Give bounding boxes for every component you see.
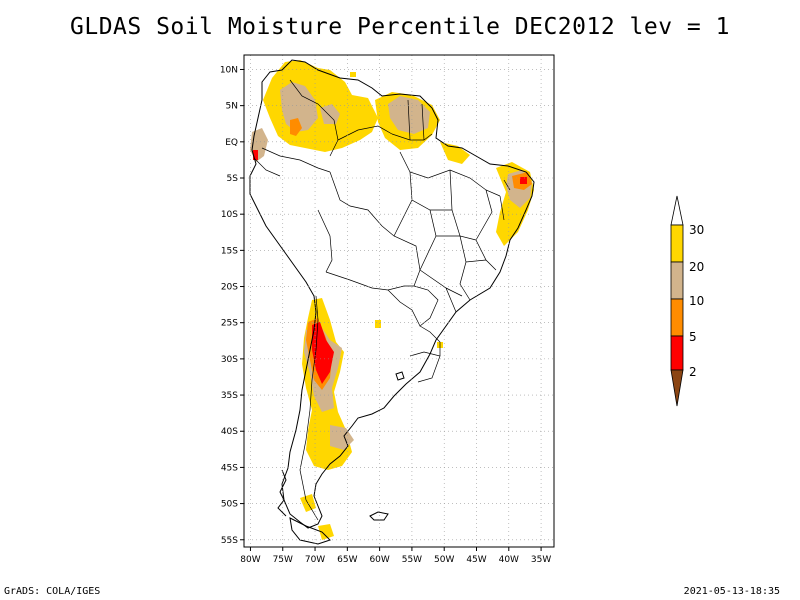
legend-above30 — [670, 195, 684, 226]
lat-tick-label: 30S — [221, 355, 238, 365]
border-argentina-brazil — [419, 325, 441, 356]
lat-tick-label: 10S — [221, 210, 238, 220]
patch-small-1 — [350, 72, 356, 77]
patch-ecuador-red — [253, 150, 258, 160]
lat-tick-label: 20S — [221, 283, 238, 293]
legend-band-5-10 — [670, 298, 684, 337]
lon-tick-label: 60W — [369, 555, 389, 565]
lon-tick-label: 50W — [434, 555, 454, 565]
country-borders — [253, 79, 511, 521]
border-colombia-venezuela — [289, 79, 339, 157]
lon-tick-label: 55W — [402, 555, 422, 565]
legend-below2 — [670, 369, 684, 407]
lat-tick-label: 15S — [221, 246, 238, 256]
lat-tick-label: 35S — [221, 391, 238, 401]
patch-colombia-orange — [290, 118, 302, 136]
patch-small-2 — [375, 320, 381, 328]
border-peru-bolivia — [317, 209, 333, 273]
lat-tick-label: 5S — [227, 174, 239, 184]
lat-tick-label: 45S — [221, 463, 238, 473]
chiloe-fjords — [277, 469, 287, 517]
map-title: GLDAS Soil Moisture Percentile DEC2012 l… — [70, 14, 730, 40]
patch-venezuela-yellow — [263, 60, 378, 152]
lat-tick-label: 10N — [220, 65, 238, 75]
patch-ne-brazil-red — [520, 177, 527, 184]
latitude-axis: 10N 5N EQ 5S 10S 15S 20S 25S 30S 35S 40S 45S 50S 55S — [220, 65, 244, 546]
border-bolivia-argentina — [325, 271, 414, 291]
footer-timestamp: 2021-05-13-18:35 — [683, 586, 780, 597]
lon-tick-label: 35W — [531, 555, 551, 565]
lon-tick-label: 40W — [499, 555, 519, 565]
lon-tick-label: 45W — [466, 555, 486, 565]
percentile-patches — [250, 60, 534, 540]
lake-region — [395, 371, 405, 381]
coastline — [249, 59, 535, 545]
legend-label-30: 30 — [689, 223, 704, 237]
legend-label-20: 20 — [689, 260, 704, 274]
border-ecuador-peru — [253, 157, 281, 177]
patch-andes-red — [312, 322, 334, 384]
footer-credit: GrADS: COLA/IGES — [4, 586, 101, 597]
border-bolivia-brazil — [381, 225, 421, 287]
border-brazil-venezuela — [337, 125, 393, 141]
lat-tick-label: 40S — [221, 427, 238, 437]
border-guianas — [391, 99, 433, 141]
lat-tick-label: 55S — [221, 536, 238, 546]
lat-tick-label: EQ — [225, 138, 238, 148]
border-brazil-peru — [329, 171, 383, 227]
lon-tick-label: 70W — [305, 555, 325, 565]
legend-label-2: 2 — [689, 365, 697, 379]
border-colombia-peru — [261, 147, 331, 173]
lon-tick-label: 65W — [337, 555, 357, 565]
lon-tick-label: 80W — [240, 555, 260, 565]
legend-band-20-30 — [670, 224, 684, 263]
lat-tick-label: 50S — [221, 500, 238, 510]
patch-tierra-yellow — [318, 524, 334, 540]
patch-colombia-tan — [280, 82, 318, 132]
legend-band-10-20 — [670, 261, 684, 300]
border-uruguay — [409, 351, 441, 383]
legend-label-10: 10 — [689, 294, 704, 308]
tierra-del-fuego — [289, 517, 331, 545]
plot-frame — [243, 54, 555, 548]
lon-tick-label: 75W — [273, 555, 293, 565]
falklands — [369, 511, 389, 521]
south-america-coastline — [249, 59, 535, 529]
lat-tick-label: 25S — [221, 319, 238, 329]
legend-label-5: 5 — [689, 330, 697, 344]
patch-para-yellow — [440, 142, 470, 164]
patch-venezuela-tan — [320, 104, 340, 124]
legend-band-2-5 — [670, 335, 684, 371]
border-chile-argentina — [299, 295, 319, 521]
border-brazil-states — [393, 151, 511, 313]
border-paraguay — [387, 285, 439, 327]
longitude-axis: 80W 75W 70W 65W 60W 55W 50W 45W 40W 35W — [240, 547, 551, 565]
colorbar-legend: 30 20 10 5 2 — [670, 195, 704, 407]
lat-tick-label: 5N — [226, 102, 238, 112]
